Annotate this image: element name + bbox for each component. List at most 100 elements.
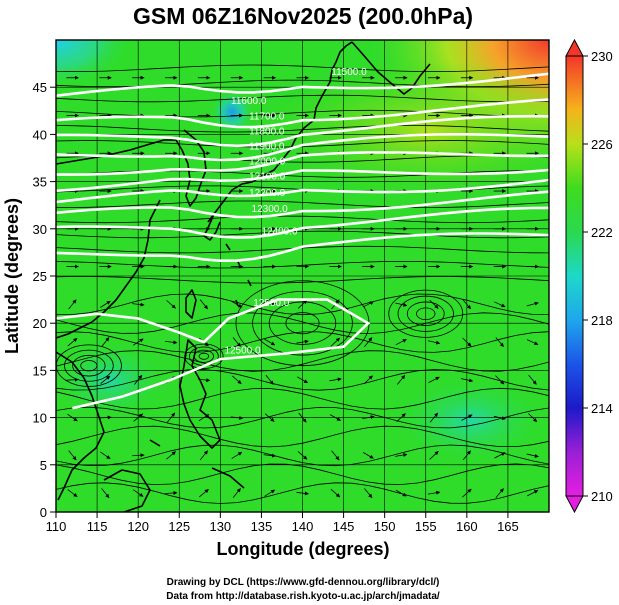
x-tick-label: 155: [415, 519, 437, 534]
wind-arrow: [494, 301, 506, 308]
height-contour-0: [56, 72, 549, 97]
x-tick-label: 145: [333, 519, 355, 534]
wind-arrow: [428, 340, 441, 345]
wind-arrow: [67, 413, 78, 422]
contour-label: 12400.0: [261, 226, 298, 237]
streamline-21: [56, 406, 549, 429]
wind-arrow: [427, 490, 441, 495]
x-tick-label: 110: [46, 519, 67, 534]
wind-arrow: [101, 337, 110, 348]
streamline-25: [56, 482, 549, 504]
wind-arrow: [100, 451, 111, 460]
contour-labels: 11500.0 11600.0 11700.0 11800.0 11900.0 12000…: [224, 67, 367, 356]
wind-arrow: [198, 414, 210, 422]
streamline-5: [56, 140, 549, 148]
wind-arrow: [166, 451, 176, 460]
y-tick-label: 35: [33, 175, 47, 190]
coast-kyushu: [203, 213, 221, 241]
wind-arrow: [132, 453, 145, 458]
wind-arrow: [66, 377, 79, 382]
y-tick-label: 15: [33, 363, 47, 378]
vortex-streamline-37: [184, 343, 224, 369]
coast-indochina: [56, 351, 105, 501]
wind-arrow: [329, 377, 342, 382]
coast-borneo: [103, 469, 151, 512]
wind-arrow: [132, 302, 145, 307]
x-tick-label: 120: [127, 519, 149, 534]
wind-arrow: [297, 451, 308, 460]
wind-arrow: [100, 300, 111, 308]
wind-arrow: [68, 450, 77, 461]
coast-kuril: [351, 41, 431, 95]
wind-arrow: [265, 374, 274, 385]
x-tick-label: 115: [87, 519, 108, 534]
chart-title: GSM 06Z16Nov2025 (200.0hPa): [133, 3, 473, 29]
wind-arrow: [528, 375, 537, 385]
streamline-12: [56, 245, 549, 254]
x-tick-label: 160: [456, 519, 478, 534]
vortex-streamline-30: [80, 360, 98, 372]
wind-arrow: [527, 490, 539, 497]
wind-arrow: [132, 338, 144, 346]
contour-label: 11600.0: [231, 96, 267, 107]
wind-arrow: [362, 452, 374, 459]
y-tick-label: 0: [40, 505, 47, 520]
colorbar-gradient: [565, 55, 584, 497]
wind-arrow: [197, 378, 211, 383]
wind-arrow: [132, 489, 144, 497]
vortex-streamline-31: [72, 354, 106, 377]
wind-arrow: [526, 301, 539, 307]
contour-label: 11900.0: [249, 142, 285, 153]
colorbar-tick-label: 222: [591, 225, 613, 240]
colorbar: 210 214 218 222 226 230: [565, 38, 613, 514]
wind-arrow: [363, 375, 373, 385]
vortex-streamline-26: [285, 312, 320, 335]
colorbar-top-triangle: [565, 38, 584, 57]
wind-arrow: [165, 340, 178, 345]
wind-arrow: [166, 300, 176, 309]
x-tick-label: 125: [168, 519, 190, 534]
credit-data: Data from http://database.rish.kyoto-u.a…: [166, 591, 440, 602]
x-tick-label: 150: [374, 519, 396, 534]
height-contour-3: [56, 133, 549, 162]
wind-arrow: [362, 415, 375, 420]
contour-label: 12200.0: [249, 188, 286, 199]
colorbar-bottom-triangle: [565, 495, 584, 514]
wind-arrow: [364, 488, 373, 499]
streamline-18: [56, 350, 549, 372]
cyan-patch-east: [390, 375, 549, 465]
height-contour-5: [56, 168, 549, 193]
streamline-14: [56, 276, 549, 284]
credit-drawing: Drawing by DCL (https://www.gfd-dennou.o…: [167, 577, 440, 588]
vortex-streamline-28: [252, 290, 353, 356]
vortex-streamline-40: [397, 295, 454, 332]
wind-arrow: [264, 489, 276, 497]
wind-arrow: [67, 337, 78, 347]
colorbar-tick-label: 226: [591, 137, 613, 152]
streamline-9: [56, 200, 549, 208]
wind-arrow: [329, 414, 341, 421]
wind-arrow: [230, 415, 244, 420]
x-tick-label: 140: [292, 519, 314, 534]
y-tick-label: 20: [33, 316, 47, 331]
streamline-4: [56, 125, 549, 133]
wind-arrow: [133, 413, 144, 422]
wind-arrow: [231, 375, 242, 385]
contour-label: 12100.0: [249, 172, 286, 183]
contour-label: 12300.0: [252, 204, 289, 215]
wind-arrow: [362, 301, 374, 308]
wind-arrow: [495, 488, 504, 498]
wind-arrow: [364, 337, 373, 347]
coast-taiwan: [185, 289, 197, 319]
x-axis-label: Longitude (degrees): [216, 539, 389, 559]
wind-arrow: [462, 450, 471, 461]
wind-arrow: [330, 337, 341, 347]
wind-arrow: [165, 490, 178, 495]
contour-label: 11700.0: [249, 111, 285, 122]
wind-arrow: [296, 339, 309, 344]
wind-arrow: [528, 413, 538, 423]
wind-arrow: [166, 412, 176, 423]
x-axis-ticks: 110 115 120 125 130 135 140 145 150 155 160 165: [46, 512, 519, 534]
wind-arrow: [395, 489, 407, 497]
contour-label: 12000.0: [249, 157, 286, 168]
